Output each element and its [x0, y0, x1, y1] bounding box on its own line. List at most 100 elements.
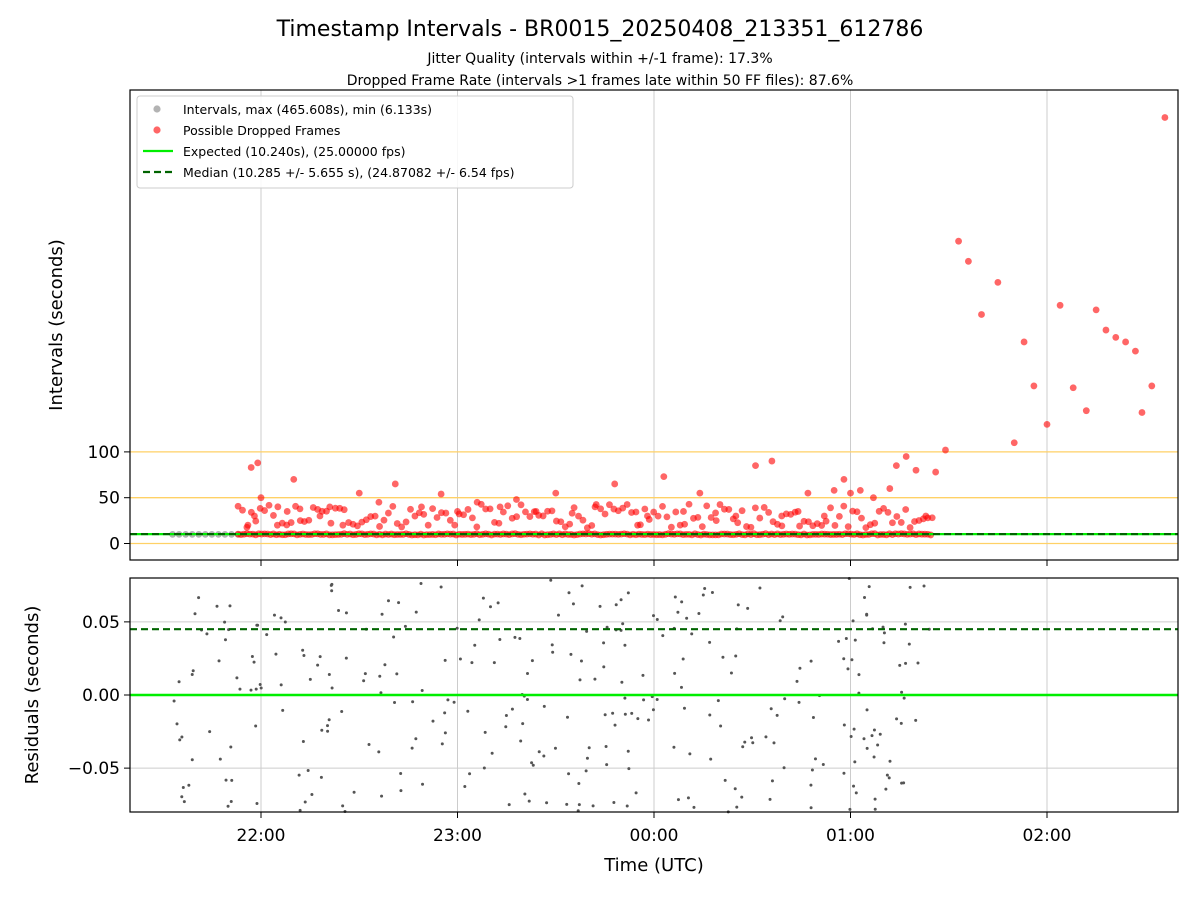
x-tick-label: 01:00 [826, 826, 875, 846]
residual-point [367, 743, 371, 747]
residual-point [518, 637, 522, 641]
dropped-frame-point [451, 521, 459, 529]
dropped-frame-point [1148, 382, 1156, 390]
residual-point [301, 739, 305, 743]
residual-point [746, 606, 750, 610]
residual-point [851, 619, 855, 623]
dropped-frame-point [513, 513, 521, 521]
residuals-y-ticks: −0.05 0.00 0.05 [68, 613, 130, 779]
dropped-frame-point [680, 508, 687, 515]
dropped-frame-point [424, 521, 432, 529]
residual-point [837, 639, 841, 643]
dropped-frame-point [418, 503, 425, 511]
legend: Intervals, max (465.608s), min (6.133s) … [136, 95, 574, 189]
dropped-frame-point [1030, 382, 1038, 390]
dropped-frame-point [978, 311, 985, 318]
residual-point [655, 618, 659, 622]
dropped-frame-point [566, 520, 574, 528]
residual-point [620, 680, 624, 684]
dropped-frame-point [539, 512, 547, 520]
residual-point [440, 742, 444, 746]
dropped-frame-point [557, 518, 565, 526]
residual-point [488, 605, 492, 609]
dropped-frame-point [650, 508, 658, 516]
residual-point [483, 730, 487, 734]
residual-point [255, 623, 259, 627]
residual-point [623, 643, 627, 647]
dropped-frame-point [611, 480, 619, 488]
residual-point [229, 745, 233, 749]
dropped-frame-point [407, 505, 414, 513]
intervals-y-tick-label: 0 [109, 535, 120, 555]
dropped-frame-point [1132, 347, 1139, 355]
residual-point [914, 718, 918, 722]
intervals-frame [129, 89, 1179, 561]
dropped-frame-point [239, 506, 246, 514]
dropped-frame-point [376, 523, 383, 530]
dropped-frame-point [694, 513, 702, 521]
residual-point [190, 758, 194, 762]
residual-point [420, 689, 424, 693]
residual-point [842, 723, 846, 727]
dropped-frame-point [398, 523, 406, 531]
dropped-frame-point [768, 457, 776, 465]
residual-point [378, 674, 382, 678]
residual-point [605, 763, 609, 767]
residual-point [254, 687, 258, 691]
residual-point [452, 700, 456, 704]
residual-point [330, 582, 334, 586]
residual-point [303, 800, 307, 804]
dropped-frame-point [734, 519, 742, 527]
residual-point [255, 802, 259, 806]
dropped-frame-point [402, 518, 410, 526]
residual-point [463, 784, 467, 788]
residual-point [876, 743, 880, 747]
dropped-frame-point [654, 512, 662, 520]
residual-point [419, 581, 423, 585]
residual-point [591, 804, 595, 808]
residual-point [217, 659, 221, 663]
dropped-frame-point [1092, 306, 1100, 314]
dropped-frame-point [663, 513, 671, 521]
residual-point [443, 711, 447, 715]
dropped-frame-point [606, 501, 613, 509]
residual-point [613, 723, 617, 727]
residual-point [743, 740, 747, 744]
residual-point [531, 763, 535, 767]
dropped-frame-point [912, 466, 920, 474]
residual-point [180, 735, 184, 739]
residual-point [848, 807, 852, 811]
residual-point [399, 772, 403, 776]
residual-point [215, 604, 219, 608]
residual-point [584, 769, 588, 773]
residual-point [850, 658, 854, 662]
residual-point [612, 800, 616, 804]
residual-point [228, 604, 232, 608]
residual-point [197, 596, 201, 600]
dropped-frame-point [283, 508, 291, 515]
dropped-frame-point [822, 517, 830, 525]
dropped-frame-point [496, 503, 504, 511]
residual-point [455, 626, 459, 630]
dropped-frame-point [384, 509, 392, 517]
residual-point [281, 708, 285, 712]
dropped-frame-point [667, 523, 675, 531]
residual-point [504, 725, 508, 729]
residual-point [530, 659, 534, 663]
residual-point [507, 803, 511, 807]
dropped-frame-point [601, 510, 609, 518]
dropped-frame-point [928, 514, 936, 522]
residual-point [513, 635, 517, 639]
legend-intervals-label: Intervals, max (465.608s), min (6.133s) [183, 102, 432, 117]
residual-point [888, 759, 892, 763]
residual-point [676, 798, 680, 802]
dropped-frame-point [247, 464, 255, 471]
residual-point [873, 797, 877, 801]
residual-point [885, 773, 889, 777]
residual-point [175, 722, 179, 726]
residual-point [661, 634, 665, 638]
residual-point [735, 805, 739, 809]
dropped-frame-point [339, 521, 347, 529]
dropped-frame-point [725, 506, 733, 513]
